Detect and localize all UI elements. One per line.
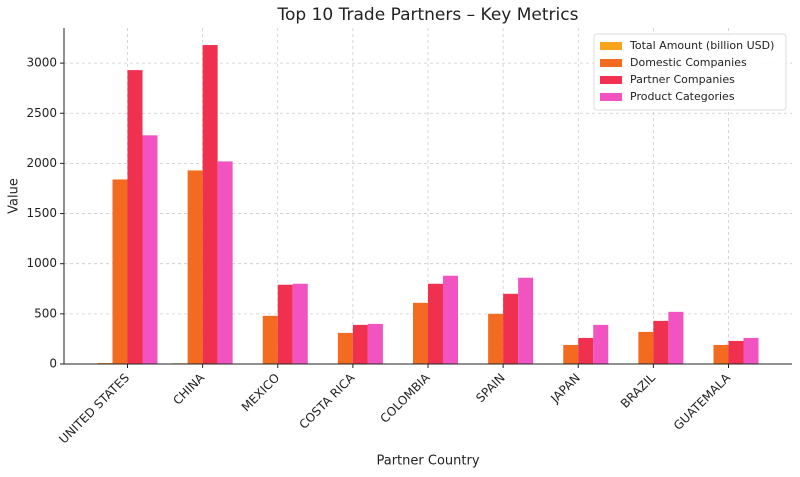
bar [443, 275, 458, 364]
legend-swatch [600, 42, 622, 50]
x-tick-label: COSTA RICA [296, 370, 358, 432]
bar [142, 135, 158, 364]
y-tick-label: 0 [49, 357, 57, 371]
bar [593, 324, 609, 364]
bar [713, 344, 729, 364]
y-tick-label: 1500 [26, 206, 57, 220]
legend-label: Domestic Companies [630, 56, 747, 69]
legend-swatch [600, 59, 622, 67]
y-tick-label: 3000 [26, 56, 57, 70]
x-tick-label: JAPAN [547, 371, 582, 406]
chart-title: Top 10 Trade Partners – Key Metrics [277, 5, 579, 25]
bar [563, 344, 579, 364]
bar [217, 161, 233, 364]
x-tick-label: CHINA [170, 370, 207, 407]
x-tick-label: GUATEMALA [671, 370, 734, 433]
bar [262, 315, 278, 364]
bar [488, 313, 504, 364]
x-tick-label: BRAZIL [618, 370, 658, 410]
bar [337, 332, 353, 364]
y-axis-label: Value [7, 178, 22, 214]
bar [578, 337, 594, 364]
legend: Total Amount (billion USD) Domestic Compa… [593, 33, 787, 111]
bar [352, 324, 368, 364]
bar [277, 284, 293, 364]
bar [668, 311, 684, 364]
bar [728, 340, 744, 364]
bar [653, 320, 669, 364]
legend-label: Product Categories [630, 90, 735, 103]
bar [638, 331, 654, 364]
legend-label: Total Amount (billion USD) [629, 39, 774, 52]
bar [743, 337, 759, 364]
x-tick-label: COLOMBIA [378, 370, 434, 426]
bar [202, 45, 218, 364]
x-axis-label: Partner Country [376, 454, 479, 469]
legend-label: Partner Companies [630, 73, 735, 86]
bar [112, 179, 128, 364]
bar [187, 170, 203, 364]
bar [367, 323, 383, 364]
x-tick-label: SPAIN [473, 371, 508, 406]
y-tick-label: 2500 [26, 106, 57, 120]
legend-swatch [600, 93, 622, 101]
y-tick-label: 500 [34, 306, 57, 320]
x-tick-label: MEXICO [239, 371, 283, 415]
legend-box [593, 33, 787, 111]
bar [127, 70, 143, 365]
bar [428, 283, 443, 364]
y-tick-label: 2000 [26, 156, 57, 170]
bar [97, 362, 113, 364]
bar [518, 277, 534, 364]
legend-swatch [600, 76, 622, 84]
bar [413, 302, 428, 364]
bar [292, 283, 308, 364]
y-tick-label: 1000 [26, 256, 57, 270]
bar [503, 293, 519, 364]
x-tick-label: UNITED STATES [56, 371, 132, 447]
